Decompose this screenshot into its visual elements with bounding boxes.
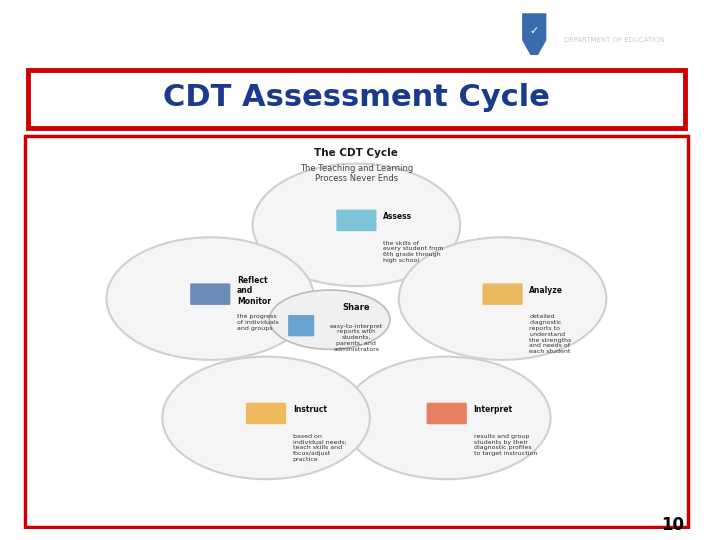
Text: DEPARTMENT OF EDUCATION: DEPARTMENT OF EDUCATION bbox=[564, 37, 665, 43]
FancyBboxPatch shape bbox=[427, 403, 467, 424]
Text: Interpret: Interpret bbox=[474, 406, 513, 415]
Ellipse shape bbox=[253, 164, 460, 286]
Ellipse shape bbox=[399, 237, 606, 360]
FancyBboxPatch shape bbox=[288, 315, 314, 336]
FancyBboxPatch shape bbox=[336, 210, 377, 231]
Ellipse shape bbox=[269, 290, 390, 349]
Text: the skills of
every student from
6th grade through
high school: the skills of every student from 6th gra… bbox=[383, 241, 444, 263]
Text: pennsylvania: pennsylvania bbox=[564, 14, 647, 24]
Text: results and group
students by their
diagnostic profiles
to target instruction: results and group students by their diag… bbox=[474, 434, 537, 456]
FancyBboxPatch shape bbox=[190, 284, 230, 305]
Text: Reflect
and
Monitor: Reflect and Monitor bbox=[237, 276, 271, 306]
Ellipse shape bbox=[343, 356, 551, 479]
FancyBboxPatch shape bbox=[482, 284, 523, 305]
Text: based on
individual needs;
teach skills and
focus/adjust
practice: based on individual needs; teach skills … bbox=[293, 434, 346, 462]
Text: detailed
diagnostic
reports to
understand
the strengths
and needs of
each studen: detailed diagnostic reports to understan… bbox=[529, 314, 572, 354]
Text: ✓: ✓ bbox=[529, 26, 539, 36]
Ellipse shape bbox=[107, 237, 314, 360]
Text: the progress
of individuals
and groups: the progress of individuals and groups bbox=[237, 314, 279, 331]
Polygon shape bbox=[521, 12, 547, 56]
Text: The Teaching and Learning
Process Never Ends: The Teaching and Learning Process Never … bbox=[300, 164, 413, 183]
Text: easy-to-interpret
reports with
students,
parents, and
administrators: easy-to-interpret reports with students,… bbox=[330, 323, 383, 352]
FancyBboxPatch shape bbox=[246, 403, 286, 424]
Ellipse shape bbox=[162, 356, 370, 479]
Text: Assess: Assess bbox=[383, 212, 413, 221]
Text: 10: 10 bbox=[661, 516, 684, 534]
FancyBboxPatch shape bbox=[28, 70, 685, 128]
Text: Analyze: Analyze bbox=[529, 286, 563, 295]
Text: Instruct: Instruct bbox=[293, 406, 327, 415]
Text: Classroom Diagnostic Tools: Classroom Diagnostic Tools bbox=[11, 22, 286, 40]
FancyBboxPatch shape bbox=[25, 136, 688, 527]
Text: Share: Share bbox=[343, 303, 370, 312]
Text: CDT Assessment Cycle: CDT Assessment Cycle bbox=[163, 83, 550, 112]
Text: The CDT Cycle: The CDT Cycle bbox=[315, 148, 398, 158]
